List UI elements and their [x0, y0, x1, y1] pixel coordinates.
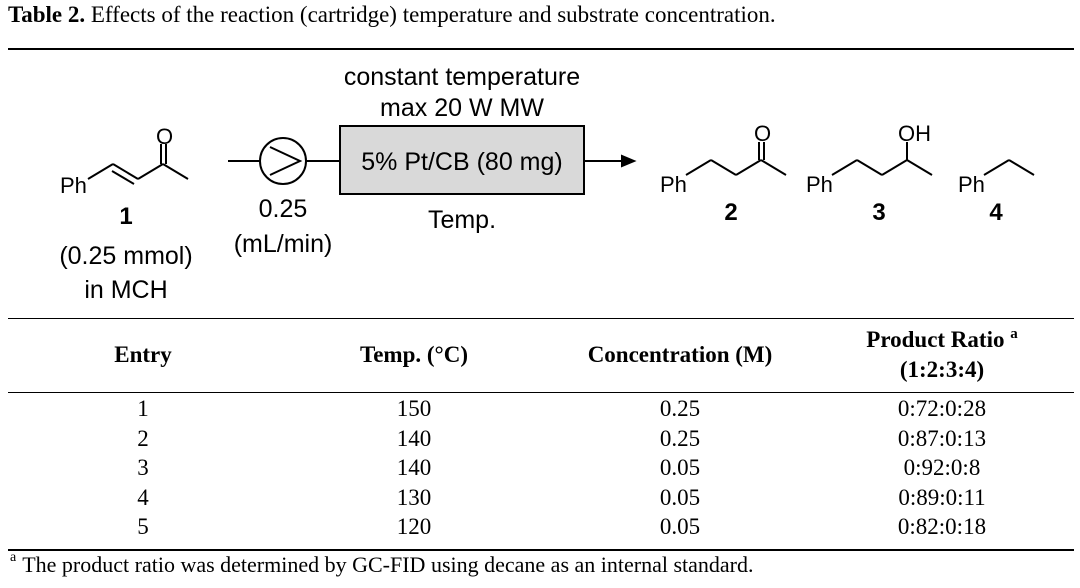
cell-entry: 2 [137, 425, 149, 451]
table-label: Table 2. [8, 2, 86, 27]
results-table: Entry Temp. (°C) Concentration (M) Produ… [8, 320, 1074, 542]
header-concentration: Concentration (M) [587, 342, 773, 367]
caption-text: Effects of the reaction (cartridge) temp… [85, 2, 776, 27]
product-4-number: 4 [989, 199, 1003, 226]
product-4-ph-label: Ph [958, 172, 985, 197]
reaction-scheme: Ph O 1 (0.25 mmol) in MCH 0.25 (mL/min) … [0, 52, 1080, 316]
substrate-ph-label: Ph [60, 173, 87, 198]
header-entry: Entry [114, 342, 172, 367]
cell-concentration: 0.05 [659, 484, 701, 510]
cell-ratio: 0:89:0:11 [898, 484, 986, 510]
cell-concentration: 0.05 [659, 514, 701, 540]
cell-entry: 1 [137, 396, 149, 422]
cell-ratio: 0:82:0:18 [897, 514, 987, 540]
substrate-amount: (0.25 mmol) [59, 242, 192, 270]
table-row: 4 130 0.05 0:89:0:11 [8, 483, 1074, 513]
product-3-ph-label: Ph [806, 172, 833, 197]
condition-line2: max 20 W MW [380, 94, 544, 122]
substrate-structure [87, 144, 189, 185]
reaction-arrow-icon [584, 154, 637, 168]
cell-ratio: 0:87:0:13 [897, 425, 987, 451]
product-3-structure [831, 142, 933, 176]
cell-temp: 140 [396, 425, 432, 451]
temp-label: Temp. [428, 206, 496, 234]
product-2-number: 2 [724, 199, 737, 226]
footnote-text: The product ratio was determined by GC-F… [22, 552, 754, 577]
substrate-solvent: in MCH [84, 276, 167, 304]
table-row: 5 120 0.05 0:82:0:18 [8, 512, 1074, 542]
cell-ratio: 0:72:0:28 [897, 396, 987, 422]
product-3-number: 3 [872, 199, 885, 226]
product-3-oh-label: OH [898, 121, 931, 146]
header-ratio-line1: Product Ratio [866, 327, 1005, 352]
header-product-ratio: Product Ratio a (1:2:3:4) [810, 320, 1074, 390]
cell-concentration: 0.25 [659, 425, 701, 451]
substrate-number: 1 [119, 203, 132, 230]
header-top-rule [8, 318, 1074, 319]
condition-line1: constant temperature [344, 63, 580, 91]
header-ratio-line2: (1:2:3:4) [899, 357, 985, 382]
cell-entry: 4 [137, 484, 149, 510]
cell-concentration: 0.05 [659, 455, 701, 481]
flow-rate-unit: (mL/min) [234, 230, 333, 258]
cartridge-box [339, 125, 585, 195]
cell-temp: 130 [396, 484, 432, 510]
table-row: 3 140 0.05 0:92:0:8 [8, 453, 1074, 483]
table-row: 2 140 0.25 0:87:0:13 [8, 424, 1074, 454]
table-footnote: a The product ratio was determined by GC-… [10, 550, 754, 578]
catalyst-label: 5% Pt/CB (80 mg) [361, 148, 562, 176]
header-ratio-footnote-marker: a [1010, 326, 1018, 342]
footnote-marker: a [10, 550, 17, 565]
reaction-scheme-svg: Ph O 1 (0.25 mmol) in MCH 0.25 (mL/min) … [59, 63, 1035, 304]
header-bottom-rule [8, 392, 1074, 393]
cell-entry: 5 [137, 514, 149, 540]
cell-temp: 150 [396, 396, 432, 422]
cell-ratio: 0:92:0:8 [903, 455, 981, 481]
product-2-ph-label: Ph [660, 172, 687, 197]
header-temp: Temp. (°C) [359, 342, 468, 367]
cell-temp: 140 [396, 455, 432, 481]
cell-concentration: 0.25 [659, 396, 701, 422]
substrate-o-label: O [156, 124, 173, 149]
table-caption: Table 2. Effects of the reaction (cartri… [8, 2, 776, 28]
flow-rate-value: 0.25 [259, 195, 308, 223]
bottom-rule [8, 549, 1074, 551]
product-2-o-label: O [754, 121, 771, 146]
product-2-structure [685, 142, 787, 176]
table-header-row: Entry Temp. (°C) Concentration (M) Produ… [8, 320, 1074, 390]
product-4-structure [983, 159, 1035, 176]
cell-temp: 120 [396, 514, 432, 540]
top-rule [8, 48, 1074, 50]
table-row: 1 150 0.25 0:72:0:28 [8, 390, 1074, 424]
cell-entry: 3 [137, 455, 149, 481]
pump-icon [228, 137, 340, 185]
